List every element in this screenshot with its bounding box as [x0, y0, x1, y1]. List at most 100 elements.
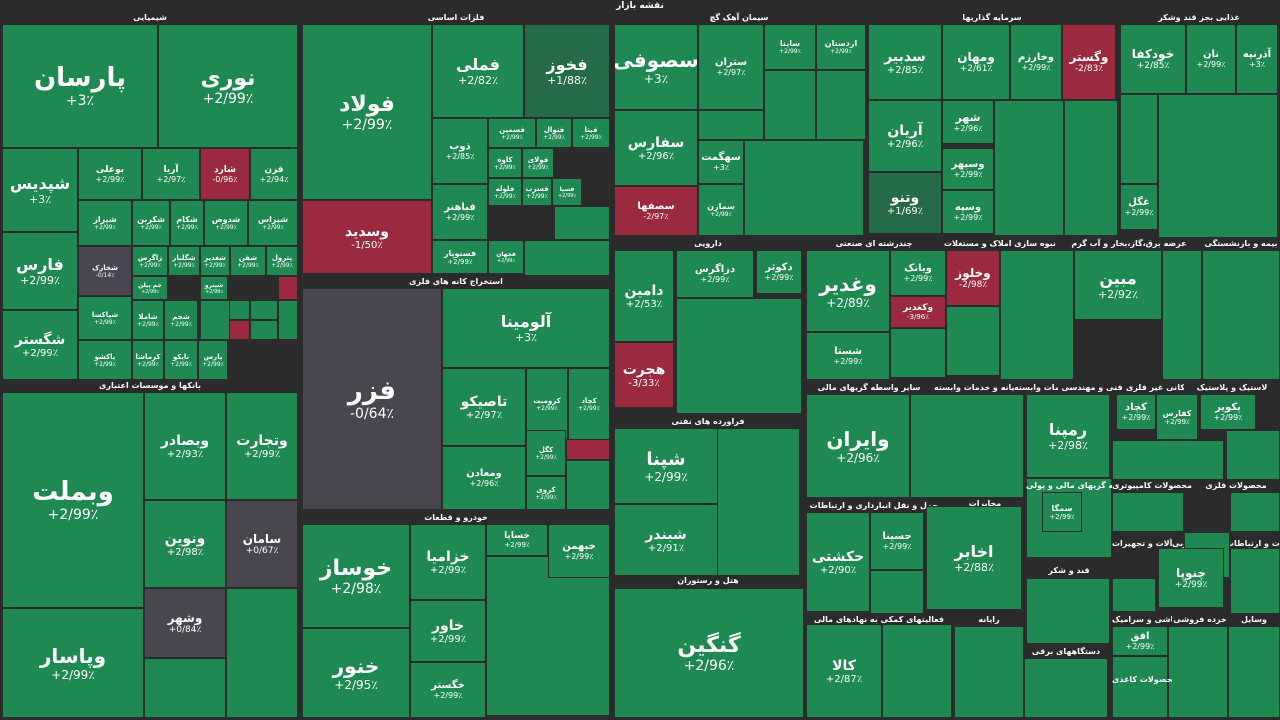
ticker-tile[interactable]: وایران +2/96٪ — [806, 394, 910, 498]
minor-ticker-cell[interactable] — [228, 320, 250, 340]
minor-ticker-cell[interactable] — [1168, 626, 1228, 718]
minor-ticker-cell[interactable] — [524, 240, 610, 276]
minor-ticker-cell[interactable] — [1112, 578, 1156, 612]
minor-ticker-cell[interactable] — [1112, 656, 1168, 718]
ticker-tile[interactable]: بوعلی +2/99٪ — [78, 148, 142, 200]
ticker-tile[interactable]: خودکفا +2/85٪ — [1120, 24, 1186, 94]
ticker-tile[interactable]: قرن +2/94٪ — [250, 148, 298, 200]
ticker-tile[interactable]: اردستان +2/99٪ — [816, 24, 866, 70]
ticker-tile[interactable]: سامان +0/67٪ — [226, 500, 298, 588]
ticker-tile[interactable]: ومهان +2/61٪ — [942, 24, 1010, 100]
ticker-tile[interactable]: شپترو +2/99٪ — [200, 276, 228, 300]
ticker-tile[interactable]: فسنوپار +2/99٪ — [432, 240, 488, 274]
ticker-tile[interactable]: شارد -0/96٪ — [200, 148, 250, 200]
minor-ticker-cell[interactable] — [1230, 492, 1280, 532]
ticker-tile[interactable]: ساینا +2/99٪ — [764, 24, 816, 70]
ticker-tile[interactable]: نایکو +2/99٪ — [164, 340, 198, 380]
ticker-tile[interactable]: حکشتی +2/90٪ — [806, 512, 870, 612]
minor-ticker-cell[interactable] — [250, 320, 278, 340]
ticker-tile[interactable]: فنوال +2/99٪ — [536, 118, 572, 148]
ticker-tile[interactable]: کگل +2/99٪ — [526, 430, 566, 476]
ticker-tile[interactable]: آلومینا +3٪ — [442, 288, 610, 368]
ticker-tile[interactable]: وبانک +2/99٪ — [890, 250, 946, 296]
ticker-tile[interactable]: شپاکسا +2/99٪ — [78, 296, 132, 340]
ticker-tile[interactable]: کچاد +2/99٪ — [568, 368, 610, 440]
ticker-tile[interactable]: خزامیا +2/99٪ — [410, 524, 486, 600]
ticker-tile[interactable]: سهگمت +3٪ — [698, 140, 744, 184]
ticker-tile[interactable]: فولاد +2/99٪ — [302, 24, 432, 200]
ticker-tile[interactable]: سصفها -2/97٪ — [614, 186, 698, 236]
minor-ticker-cell[interactable] — [954, 626, 1024, 718]
ticker-tile[interactable]: فسمین +2/99٪ — [488, 118, 536, 148]
ticker-tile[interactable]: کفارس +2/99٪ — [1156, 394, 1198, 440]
ticker-tile[interactable]: وسدید -1/50٪ — [302, 200, 432, 274]
ticker-tile[interactable]: وسپهر +2/99٪ — [942, 148, 994, 190]
ticker-tile[interactable]: کاوه +2/99٪ — [488, 148, 522, 178]
ticker-tile[interactable]: شیراس +2/99٪ — [248, 200, 298, 246]
minor-ticker-cell[interactable] — [1120, 94, 1158, 184]
ticker-tile[interactable]: پارسان +3٪ — [2, 24, 158, 148]
ticker-tile[interactable]: دزاگرس +2/99٪ — [676, 250, 754, 298]
ticker-tile[interactable]: گنگین +2/96٪ — [614, 588, 804, 718]
minor-ticker-cell[interactable] — [1202, 250, 1280, 380]
ticker-tile[interactable]: دکوثر +2/99٪ — [756, 250, 802, 294]
ticker-tile[interactable]: آریان +2/96٪ — [868, 100, 942, 172]
ticker-tile[interactable]: فجهان +2/99٪ — [488, 240, 524, 274]
minor-ticker-cell[interactable] — [744, 140, 864, 236]
ticker-tile[interactable]: شکام +2/99٪ — [170, 200, 204, 246]
ticker-tile[interactable]: وپاسار +2/99٪ — [2, 608, 144, 718]
ticker-tile[interactable]: پاکشو +2/99٪ — [78, 340, 132, 380]
minor-ticker-cell[interactable] — [228, 300, 250, 320]
minor-ticker-cell[interactable] — [1024, 658, 1108, 718]
ticker-tile[interactable]: آریا +2/97٪ — [142, 148, 200, 200]
ticker-tile[interactable]: شدوص +2/99٪ — [204, 200, 248, 246]
ticker-tile[interactable]: وتجارت +2/99٪ — [226, 392, 298, 500]
ticker-tile[interactable]: سمگا +2/99٪ — [1042, 492, 1082, 532]
ticker-tile[interactable]: سصوفی +3٪ — [614, 24, 698, 110]
minor-ticker-cell[interactable] — [764, 70, 816, 140]
minor-ticker-cell[interactable] — [278, 276, 298, 300]
ticker-tile[interactable]: شپدیس +3٪ — [2, 148, 78, 232]
ticker-tile[interactable]: فارس +2/99٪ — [2, 232, 78, 310]
minor-ticker-cell[interactable] — [1112, 492, 1184, 532]
ticker-tile[interactable]: وسپه +2/99٪ — [942, 190, 994, 234]
minor-ticker-cell[interactable] — [1226, 430, 1280, 480]
ticker-tile[interactable]: فلوله +2/99٪ — [488, 178, 522, 206]
ticker-tile[interactable]: شستا +2/99٪ — [806, 332, 890, 380]
ticker-tile[interactable]: شاملا +2/99٪ — [132, 300, 164, 340]
ticker-tile[interactable]: کرماشا +2/99٪ — [132, 340, 164, 380]
minor-ticker-cell[interactable] — [226, 588, 298, 718]
ticker-tile[interactable]: وگستر -2/83٪ — [1062, 24, 1116, 100]
ticker-tile[interactable]: تاصیکو +2/97٪ — [442, 368, 526, 446]
ticker-tile[interactable]: نوری +2/99٪ — [158, 24, 298, 148]
ticker-tile[interactable]: کالا +2/87٪ — [806, 624, 882, 718]
minor-ticker-cell[interactable] — [910, 394, 1024, 498]
minor-ticker-cell[interactable] — [882, 624, 952, 718]
ticker-tile[interactable]: فولای +2/99٪ — [522, 148, 554, 178]
ticker-tile[interactable]: فسپا +2/99٪ — [552, 178, 582, 206]
minor-ticker-cell[interactable] — [1112, 440, 1224, 480]
minor-ticker-cell[interactable] — [1162, 250, 1202, 380]
ticker-tile[interactable]: شپنا +2/99٪ — [614, 428, 718, 504]
ticker-tile[interactable]: فملی +2/82٪ — [432, 24, 524, 118]
ticker-tile[interactable]: جم پیلن +2/99٪ — [132, 276, 168, 300]
ticker-tile[interactable]: کچاد +2/99٪ — [1116, 394, 1156, 430]
ticker-tile[interactable]: پکویر +2/99٪ — [1200, 394, 1256, 430]
ticker-tile[interactable]: فخوز +1/88٪ — [524, 24, 610, 118]
minor-ticker-cell[interactable] — [1026, 578, 1110, 644]
ticker-tile[interactable]: وخلوز -2/98٪ — [946, 250, 1000, 306]
ticker-tile[interactable]: هجرت -3/33٪ — [614, 342, 674, 408]
ticker-tile[interactable]: خبهمن +2/99٪ — [548, 524, 610, 578]
ticker-tile[interactable]: سفارس +2/96٪ — [614, 110, 698, 186]
minor-ticker-cell[interactable] — [1228, 626, 1280, 718]
minor-ticker-cell[interactable] — [144, 658, 226, 718]
ticker-tile[interactable]: آذرنیه +3٪ — [1236, 24, 1278, 94]
ticker-tile[interactable]: سمازن +2/99٪ — [698, 184, 744, 236]
ticker-tile[interactable]: کروی +2/99٪ — [526, 476, 566, 510]
ticker-tile[interactable]: وغدیر +2/89٪ — [806, 250, 890, 332]
ticker-tile[interactable]: ونوین +2/98٪ — [144, 500, 226, 588]
ticker-tile[interactable]: شجم +2/99٪ — [164, 300, 198, 340]
ticker-tile[interactable]: وبصادر +2/93٪ — [144, 392, 226, 500]
ticker-tile[interactable]: زاگرس +2/99٪ — [132, 246, 168, 276]
ticker-tile[interactable]: شفن +2/99٪ — [230, 246, 266, 276]
